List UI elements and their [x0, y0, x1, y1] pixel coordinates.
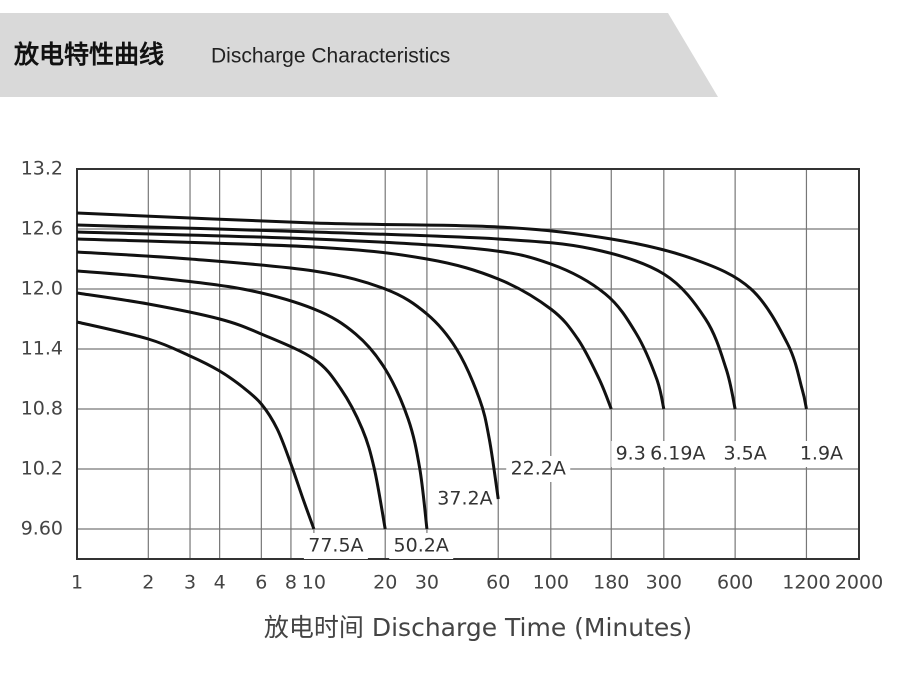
series-line — [76, 291, 387, 530]
x-tick-label: 1 — [71, 572, 83, 594]
x-tick-label: 300 — [646, 572, 682, 594]
series-label: 6.19A — [650, 443, 705, 465]
series-label: 1.9A — [800, 443, 843, 465]
series-label-box — [645, 441, 710, 467]
x-tick-label: 10 — [302, 572, 326, 594]
y-tick-label: 9.60 — [21, 518, 63, 540]
header-title-cn: 放电特性曲线 — [13, 40, 164, 69]
series-label: 50.2A — [394, 535, 449, 557]
header-banner — [0, 13, 718, 97]
x-tick-label: 4 — [214, 572, 226, 594]
series-label-box — [303, 533, 368, 559]
x-tick-label: 30 — [415, 572, 439, 594]
series-line — [76, 269, 429, 530]
series-line — [76, 250, 500, 500]
plot-frame — [76, 168, 860, 560]
series-label-box — [389, 533, 454, 559]
y-tick-label: 10.2 — [21, 458, 63, 480]
x-tick-label: 2000 — [835, 572, 883, 594]
series-label-box — [432, 486, 497, 512]
x-tick-label: 1200 — [782, 572, 830, 594]
x-tick-label: 600 — [717, 572, 753, 594]
series-label-box — [506, 456, 571, 482]
x-tick-label: 3 — [184, 572, 196, 594]
x-tick-label: 100 — [533, 572, 569, 594]
series-label: 77.5A — [308, 535, 363, 557]
x-axis-label: 放电时间 Discharge Time (Minutes) — [264, 613, 692, 642]
x-tick-label: 6 — [255, 572, 267, 594]
series-label: 22.2A — [511, 458, 566, 480]
series-label: 3.5A — [724, 443, 767, 465]
x-tick-label: 20 — [373, 572, 397, 594]
y-tick-label: 11.4 — [21, 338, 63, 360]
y-tick-label: 10.8 — [21, 398, 63, 420]
series-line — [76, 230, 666, 410]
x-tick-label: 180 — [593, 572, 629, 594]
series-line — [76, 211, 808, 410]
series-label: 37.2A — [437, 488, 492, 510]
x-tick-label: 60 — [486, 572, 510, 594]
y-tick-label: 12.0 — [21, 278, 63, 300]
x-tick-label: 2 — [142, 572, 154, 594]
y-tick-label: 13.2 — [21, 158, 63, 180]
series-line — [76, 223, 737, 410]
series-line — [76, 320, 316, 530]
series-line — [76, 237, 613, 410]
y-tick-label: 12.6 — [21, 218, 63, 240]
series-label-box — [789, 441, 854, 467]
x-tick-label: 8 — [285, 572, 297, 594]
header-title-en: Discharge Characteristics — [211, 45, 450, 68]
series-label-box — [713, 441, 778, 467]
